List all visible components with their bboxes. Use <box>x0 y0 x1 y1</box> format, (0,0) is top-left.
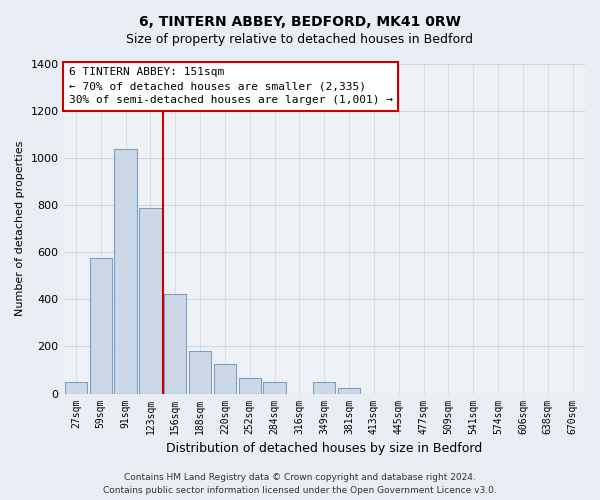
Text: 6 TINTERN ABBEY: 151sqm
← 70% of detached houses are smaller (2,335)
30% of semi: 6 TINTERN ABBEY: 151sqm ← 70% of detache… <box>69 68 393 106</box>
X-axis label: Distribution of detached houses by size in Bedford: Distribution of detached houses by size … <box>166 442 482 455</box>
Bar <box>89 258 112 394</box>
Bar <box>164 294 187 394</box>
Bar <box>214 364 236 394</box>
Bar <box>338 388 360 394</box>
Bar <box>65 382 87 394</box>
Y-axis label: Number of detached properties: Number of detached properties <box>15 141 25 316</box>
Bar <box>115 148 137 394</box>
Bar <box>263 382 286 394</box>
Bar <box>139 208 161 394</box>
Bar <box>189 351 211 394</box>
Text: Size of property relative to detached houses in Bedford: Size of property relative to detached ho… <box>127 32 473 46</box>
Text: 6, TINTERN ABBEY, BEDFORD, MK41 0RW: 6, TINTERN ABBEY, BEDFORD, MK41 0RW <box>139 15 461 29</box>
Bar <box>239 378 261 394</box>
Bar <box>313 382 335 394</box>
Text: Contains HM Land Registry data © Crown copyright and database right 2024.
Contai: Contains HM Land Registry data © Crown c… <box>103 473 497 495</box>
